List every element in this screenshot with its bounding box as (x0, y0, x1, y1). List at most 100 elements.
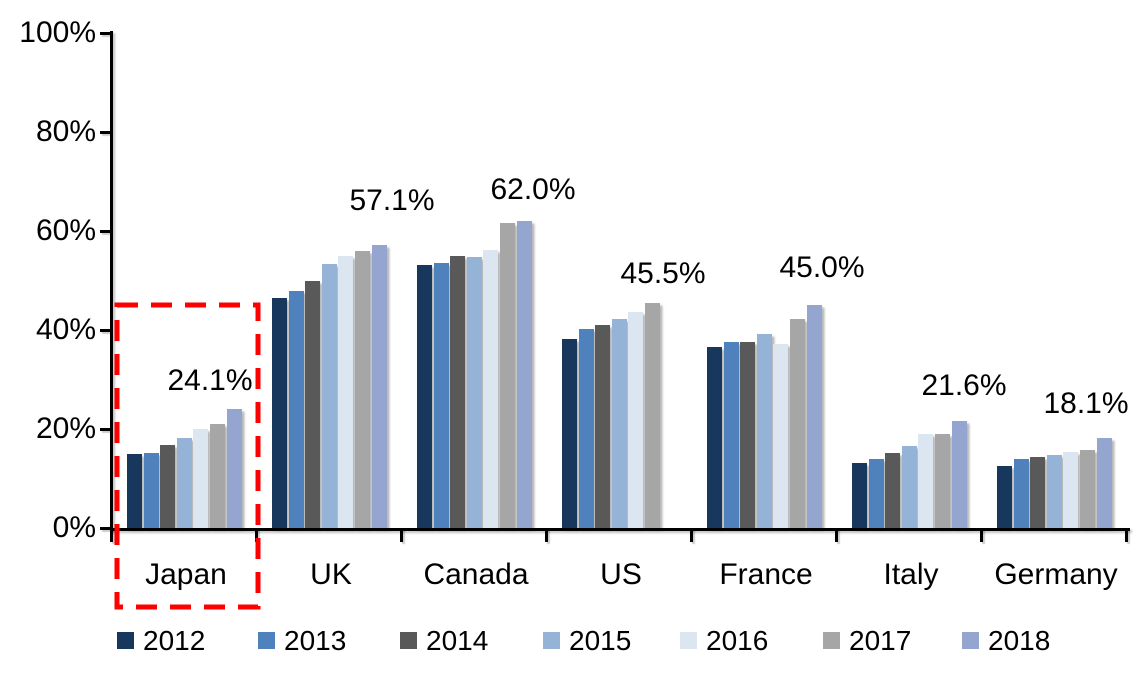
category-label-germany: Germany (994, 558, 1118, 591)
legend-swatch-2017 (823, 632, 840, 649)
bar-japan-2016 (193, 429, 209, 528)
bar-us-2017 (645, 302, 660, 528)
y-axis-tick (100, 527, 110, 530)
x-axis-tick (255, 528, 258, 542)
legend-label-2015: 2015 (569, 625, 632, 656)
bar-germany-2014 (1030, 456, 1046, 528)
y-axis-tick-label: 100% (19, 16, 96, 49)
bar-us-2012 (562, 338, 577, 528)
legend-label-2017: 2017 (849, 625, 912, 656)
bar-uk-2015 (321, 264, 337, 528)
x-axis-tick (690, 528, 693, 542)
legend-swatch-2018 (962, 632, 979, 649)
bar-germany-2016 (1063, 452, 1079, 528)
y-axis-tick-label: 80% (35, 115, 96, 148)
data-label-italy: 21.6% (921, 369, 1007, 402)
x-axis-tick (110, 528, 113, 542)
bar-japan-2018 (226, 408, 242, 528)
bar-canada-2018 (516, 221, 532, 528)
bar-italy-2016 (918, 434, 934, 528)
bar-germany-2013 (1013, 458, 1029, 528)
x-axis-tick (400, 528, 403, 542)
bar-france-2012 (707, 347, 722, 528)
bar-japan-2014 (160, 444, 176, 528)
category-label-uk: UK (310, 558, 352, 591)
bar-japan-2012 (127, 453, 142, 529)
bar-us-2014 (595, 324, 611, 528)
legend-swatch-2013 (258, 632, 275, 649)
bar-uk-2016 (338, 256, 354, 528)
bar-france-2016 (773, 343, 789, 528)
bar-uk-2018 (371, 245, 387, 528)
y-axis-tick-label: 60% (35, 214, 96, 247)
legend-swatch-2015 (543, 632, 560, 649)
legend-label-2018: 2018 (988, 625, 1051, 656)
bar-canada-2012 (417, 265, 432, 528)
y-axis-tick (100, 428, 110, 431)
legend-label-2016: 2016 (706, 625, 769, 656)
bar-france-2014 (740, 341, 756, 528)
y-axis-tick-label: 40% (35, 313, 96, 346)
data-label-france: 45.0% (779, 251, 865, 284)
bar-uk-2017 (355, 251, 370, 528)
y-axis-tick (100, 131, 110, 134)
x-axis-tick (1125, 528, 1128, 542)
x-axis-tick (980, 528, 983, 542)
bar-italy-2015 (901, 445, 917, 528)
data-label-canada: 62.0% (490, 173, 576, 206)
y-axis-tick (100, 230, 110, 233)
bar-uk-2014 (305, 281, 321, 528)
bar-italy-2013 (868, 459, 884, 528)
y-axis-tick (100, 32, 110, 35)
legend-swatch-2014 (400, 632, 417, 649)
bar-italy-2012 (852, 462, 867, 528)
bar-italy-2014 (885, 452, 901, 528)
bar-germany-2018 (1096, 438, 1112, 528)
data-label-japan: 24.1% (167, 364, 253, 397)
legend-label-2013: 2013 (284, 625, 347, 656)
bar-us-2013 (578, 328, 594, 528)
data-label-us: 45.5% (620, 257, 706, 290)
bar-france-2018 (806, 305, 822, 529)
category-label-canada: Canada (423, 558, 529, 591)
bar-italy-2017 (935, 433, 950, 528)
bar-japan-2013 (143, 453, 159, 528)
bar-canada-2016 (483, 249, 499, 528)
y-axis-tick (100, 329, 110, 332)
bar-france-2015 (756, 334, 772, 528)
y-axis-line (110, 31, 113, 531)
y-axis-tick-label: 20% (35, 412, 96, 445)
bar-canada-2014 (450, 256, 466, 528)
bar-france-2013 (723, 341, 739, 528)
bar-us-2015 (611, 319, 627, 528)
bar-france-2017 (790, 318, 805, 528)
bar-us-2016 (628, 311, 644, 528)
bar-germany-2015 (1046, 455, 1062, 528)
bar-germany-2012 (997, 465, 1012, 528)
bar-japan-2017 (210, 424, 225, 529)
bar-canada-2017 (500, 223, 515, 528)
bar-italy-2018 (951, 421, 967, 528)
legend-label-2014: 2014 (426, 625, 489, 656)
legend-swatch-2012 (117, 632, 134, 649)
legend-label-2012: 2012 (143, 625, 206, 656)
data-label-germany: 18.1% (1043, 387, 1129, 420)
bar-japan-2015 (176, 438, 192, 528)
legend-swatch-2016 (680, 632, 697, 649)
category-label-italy: Italy (883, 558, 939, 591)
bar-germany-2017 (1080, 449, 1095, 528)
x-axis-tick (835, 528, 838, 542)
category-label-us: US (600, 558, 642, 591)
category-label-france: France (719, 558, 813, 591)
bar-uk-2013 (288, 291, 304, 528)
category-label-japan: Japan (145, 558, 227, 591)
bar-canada-2013 (433, 263, 449, 528)
data-label-uk: 57.1% (349, 184, 435, 217)
x-axis-line (110, 528, 1130, 531)
y-axis-tick-label: 0% (52, 511, 96, 544)
bar-canada-2015 (466, 257, 482, 528)
x-axis-tick (545, 528, 548, 542)
bar-uk-2012 (272, 298, 287, 528)
